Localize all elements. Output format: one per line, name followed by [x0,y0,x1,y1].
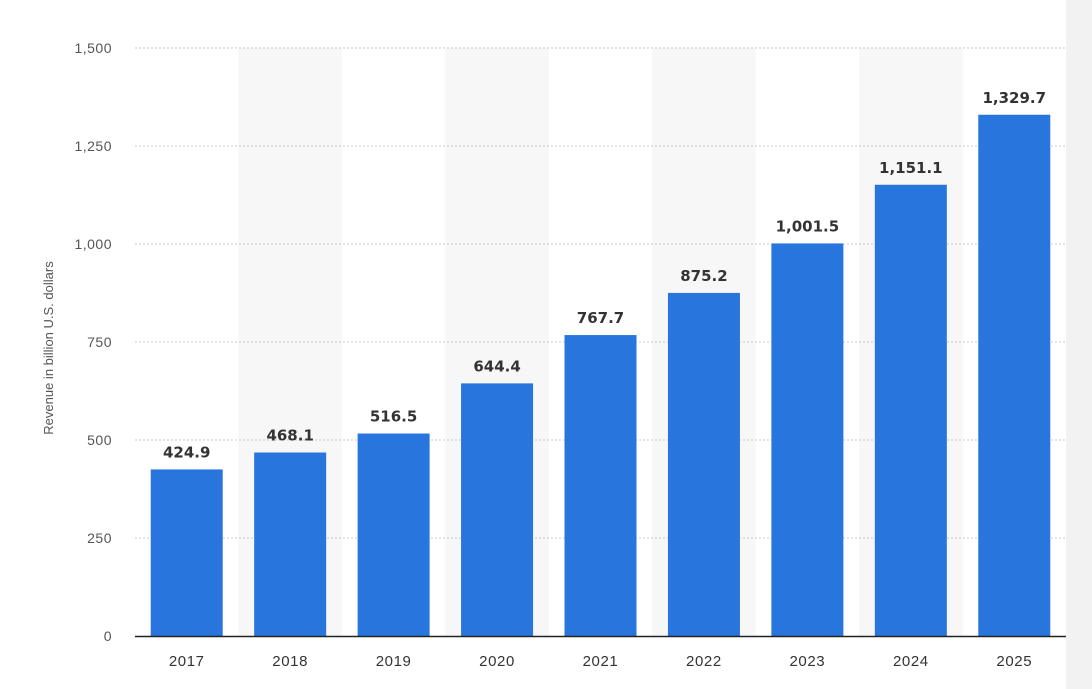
x-tick-label-2017: 2017 [169,653,205,670]
y-tick-label-500: 500 [87,432,112,448]
x-tick-label-2019: 2019 [376,653,412,670]
y-tick-label-750: 750 [87,334,112,350]
x-axis-ticks: 2017 2018 2019 2020 2021 2022 2023 2024 2025 [169,653,1032,670]
bar-2021 [564,335,637,636]
value-label-2025: 1,329.7 [982,89,1046,107]
bar-2024 [874,184,947,636]
y-tick-label-1000: 1,000 [74,236,112,252]
bar-2020 [461,383,534,636]
x-tick-label-2025: 2025 [996,653,1032,670]
x-tick-label-2020: 2020 [479,653,515,670]
y-tick-label-0: 0 [104,628,112,644]
value-label-2021: 767.7 [577,309,624,327]
right-edge-strip [1066,0,1092,689]
y-tick-label-1500: 1,500 [74,40,112,56]
value-label-2023: 1,001.5 [776,217,840,235]
value-label-2022: 875.2 [680,267,727,285]
bars [150,114,1051,637]
x-tick-label-2022: 2022 [686,653,722,670]
y-tick-label-1250: 1,250 [74,138,112,154]
bar-2025 [978,114,1051,637]
x-tick-label-2021: 2021 [583,653,619,670]
bar-2023 [771,243,844,637]
bar-2017 [150,469,223,636]
y-axis-title: Revenue in billion U.S. dollars [41,261,56,435]
bar-2022 [667,292,740,636]
value-labels: 424.9 468.1 516.5 644.4 767.7 875.2 1,001.5 1,1… [163,89,1046,462]
x-tick-label-2018: 2018 [272,653,308,670]
value-label-2020: 644.4 [473,357,520,375]
value-label-2024: 1,151.1 [879,159,943,177]
value-label-2019: 516.5 [370,408,417,426]
value-label-2018: 468.1 [266,427,313,445]
value-label-2017: 424.9 [163,443,210,461]
bar-2019 [357,433,430,636]
y-tick-label-250: 250 [87,530,112,546]
bar-2018 [254,452,327,636]
x-tick-label-2024: 2024 [893,653,929,670]
y-axis-ticks: 0 250 500 750 1,000 1,250 1,500 [74,40,112,644]
x-tick-label-2023: 2023 [789,653,825,670]
